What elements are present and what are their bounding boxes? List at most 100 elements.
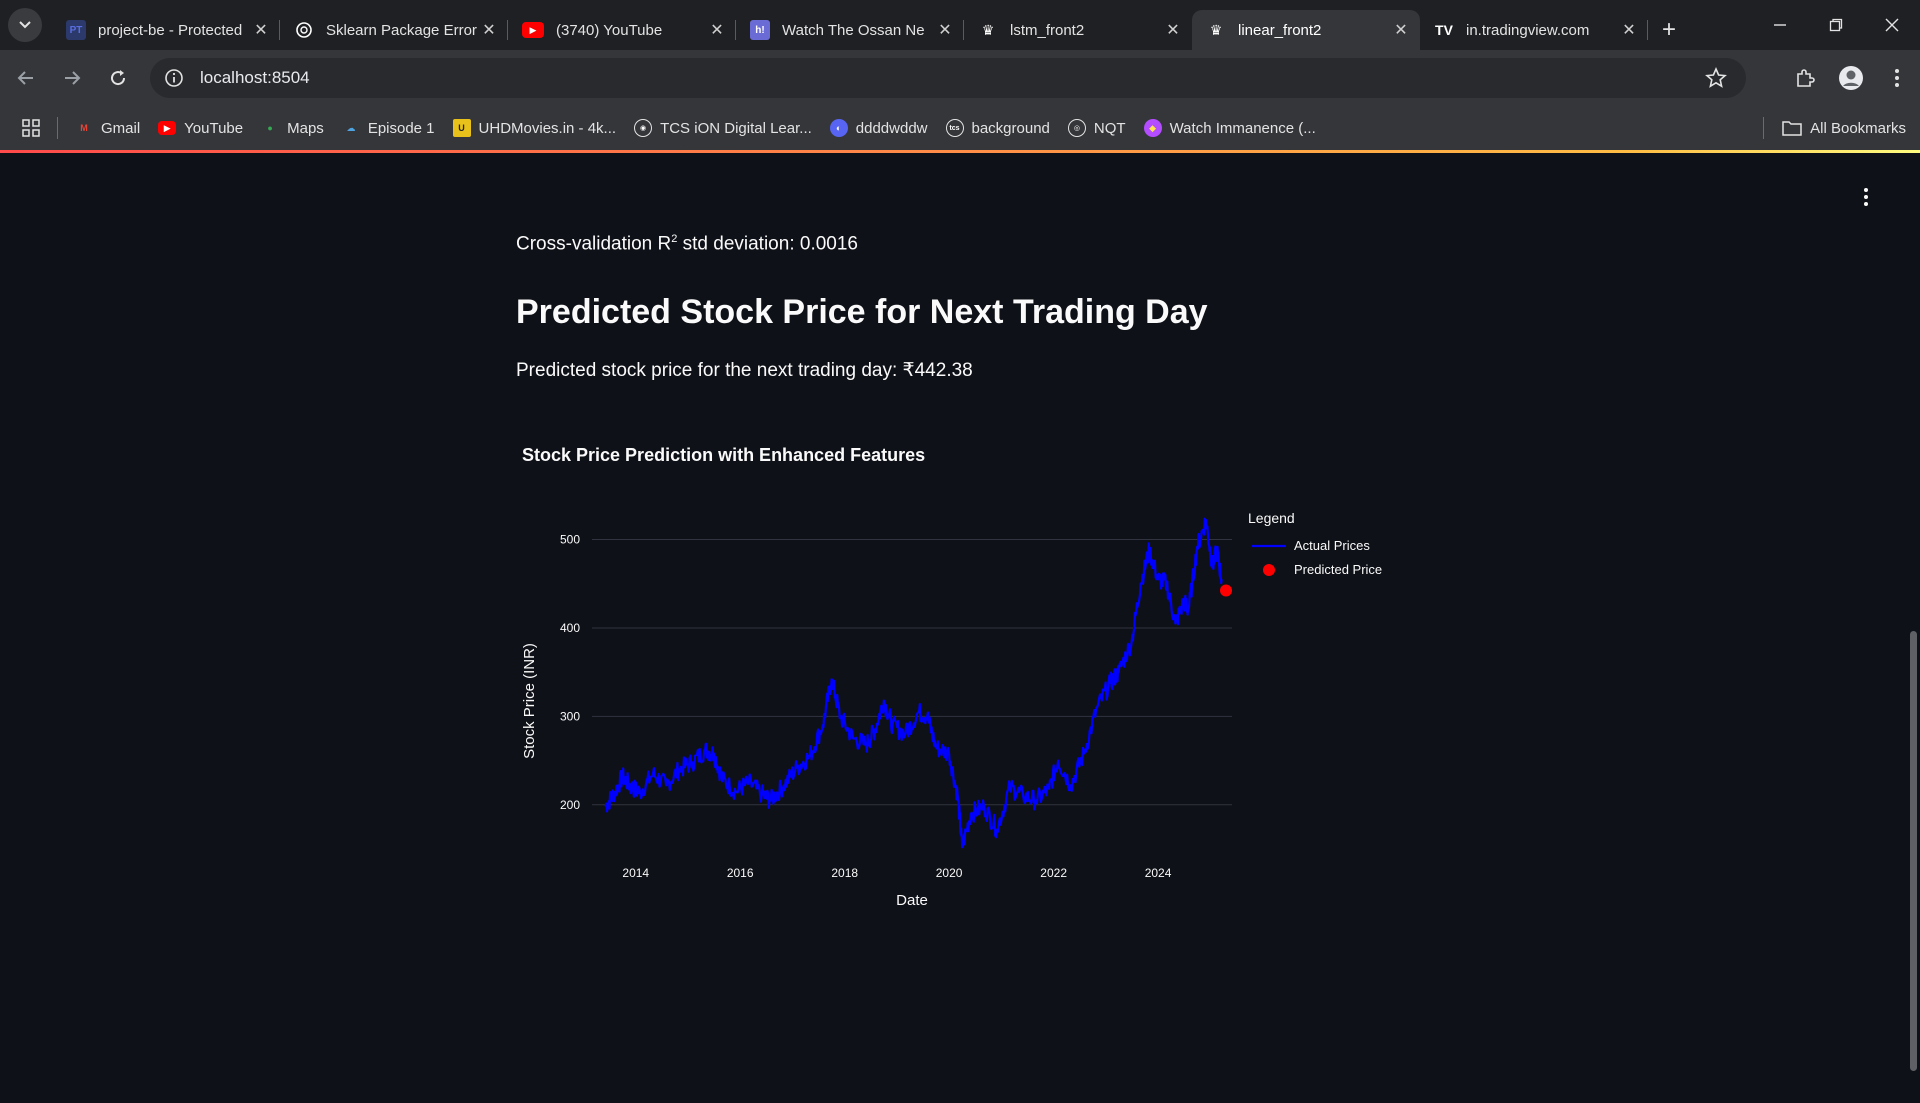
close-tab-icon[interactable]: ✕ xyxy=(482,22,496,39)
predicted-price-point[interactable] xyxy=(1219,584,1232,597)
browser-tab[interactable]: Sklearn Package Error ✕ xyxy=(280,10,508,50)
tab-separator xyxy=(963,20,964,40)
app-menu-button[interactable] xyxy=(1854,185,1878,209)
profile-button[interactable] xyxy=(1828,58,1874,98)
tcs-icon: tcs xyxy=(945,119,964,137)
actual-prices-line xyxy=(604,517,1223,849)
browser-tab[interactable]: ▶ (3740) YouTube ✕ xyxy=(508,10,736,50)
bookmark-item[interactable]: ◐ ddddwddw xyxy=(821,113,937,143)
folder-icon xyxy=(1782,121,1802,136)
close-icon xyxy=(1885,18,1899,32)
page-heading: Predicted Stock Price for Next Trading D… xyxy=(516,293,1208,331)
y-axis-label: Stock Price (INR) xyxy=(521,643,538,759)
youtube-icon: ▶ xyxy=(522,22,544,38)
close-tab-icon[interactable]: ✕ xyxy=(1166,22,1180,39)
bookmark-item[interactable]: M Gmail xyxy=(66,113,149,143)
bookmark-item[interactable]: ▶ YouTube xyxy=(149,113,252,143)
address-bar[interactable]: localhost:8504 xyxy=(150,58,1746,98)
browser-tab[interactable]: PT project-be - Protected ✕ xyxy=(52,10,280,50)
streamlit-decoration-bar xyxy=(0,150,1920,153)
tab-strip: PT project-be - Protected ✕ Sklearn Package… xyxy=(0,0,1920,50)
legend-title: Legend xyxy=(1248,510,1295,526)
tab-title: Sklearn Package Error xyxy=(326,21,477,39)
tab-separator xyxy=(279,20,280,40)
bookmark-item[interactable]: ◎ NQT xyxy=(1059,113,1135,143)
discord-icon: ◐ xyxy=(829,119,848,137)
gmail-icon: M xyxy=(80,123,88,133)
close-window-button[interactable] xyxy=(1864,0,1920,50)
immanence-icon: ◆ xyxy=(1143,119,1162,137)
scrollbar-thumb[interactable] xyxy=(1910,631,1917,1071)
x-tick-label: 2016 xyxy=(727,866,754,880)
info-icon xyxy=(165,69,183,87)
more-vert-icon xyxy=(1895,69,1899,87)
restore-icon xyxy=(1829,18,1843,32)
minimize-icon xyxy=(1774,24,1786,26)
restore-button[interactable] xyxy=(1808,0,1864,50)
maps-pin-icon: ● xyxy=(267,123,273,133)
bookmark-item[interactable]: ● Maps xyxy=(252,113,333,143)
all-bookmarks-button[interactable]: All Bookmarks xyxy=(1763,113,1906,143)
close-tab-icon[interactable]: ✕ xyxy=(1394,22,1408,39)
streamlit-icon: ♛ xyxy=(981,21,995,38)
new-tab-button[interactable]: + xyxy=(1661,16,1676,43)
tab-title: Watch The Ossan Ne xyxy=(782,21,925,39)
back-button[interactable] xyxy=(6,58,46,98)
bookmark-label: Watch Immanence (... xyxy=(1169,119,1316,137)
toolbar-right xyxy=(1782,58,1920,98)
bookmark-label: background xyxy=(971,119,1050,137)
bookmark-item[interactable]: ◆ Watch Immanence (... xyxy=(1135,113,1325,143)
youtube-icon: ▶ xyxy=(158,121,177,135)
legend-predicted-label[interactable]: Predicted Price xyxy=(1294,562,1382,577)
cv-suffix: std deviation: 0.0016 xyxy=(677,233,858,255)
browser-tab[interactable]: ♛ lstm_front2 ✕ xyxy=(964,10,1192,50)
avatar-icon xyxy=(1839,66,1863,90)
legend-actual-label[interactable]: Actual Prices xyxy=(1294,538,1370,553)
x-axis-label: Date xyxy=(896,892,928,909)
url-text[interactable]: localhost:8504 xyxy=(200,68,310,87)
bookmark-item[interactable]: tcs background xyxy=(937,113,1059,143)
bookmarks-divider xyxy=(57,117,58,139)
close-tab-icon[interactable]: ✕ xyxy=(938,22,952,39)
tab-separator xyxy=(507,20,508,40)
scrollbar[interactable] xyxy=(1906,153,1920,1080)
bookmark-item[interactable]: ◉ TCS iON Digital Lear... xyxy=(625,113,821,143)
browser-tab[interactable]: ♛ linear_front2 ✕ xyxy=(1192,10,1420,50)
minimize-button[interactable] xyxy=(1752,0,1808,50)
browser-tab[interactable]: h! Watch The Ossan Ne ✕ xyxy=(736,10,964,50)
close-tab-icon[interactable]: ✕ xyxy=(254,22,268,39)
y-tick-label: 200 xyxy=(560,798,580,812)
bookmark-item[interactable]: ☁ Episode 1 xyxy=(333,113,444,143)
close-tab-icon[interactable]: ✕ xyxy=(1622,22,1636,39)
stock-price-chart[interactable]: Stock Price Prediction with Enhanced Fea… xyxy=(516,443,1416,1103)
forward-button[interactable] xyxy=(52,58,92,98)
reload-button[interactable] xyxy=(98,58,138,98)
prediction-text: Predicted stock price for the next tradi… xyxy=(516,360,973,381)
y-tick-label: 300 xyxy=(560,709,580,723)
x-tick-label: 2018 xyxy=(831,866,858,880)
bookmark-label: NQT xyxy=(1093,119,1126,137)
tab-separator xyxy=(735,20,736,40)
bookmark-item[interactable]: U UHDMovies.in - 4k... xyxy=(444,113,626,143)
tab-title: linear_front2 xyxy=(1238,21,1322,39)
all-bookmarks-label: All Bookmarks xyxy=(1810,119,1906,137)
tradingview-icon: TV xyxy=(1435,22,1453,38)
y-tick-label: 500 xyxy=(560,533,580,547)
tab-title: (3740) YouTube xyxy=(556,21,663,39)
browser-menu-button[interactable] xyxy=(1874,58,1920,98)
site-info-button[interactable] xyxy=(156,60,192,96)
apps-grid-icon xyxy=(22,119,40,137)
tab-title: project-be - Protected xyxy=(98,21,243,39)
cv-superscript: 2 xyxy=(671,233,678,245)
browser-tab[interactable]: TV in.tradingview.com ✕ xyxy=(1420,10,1648,50)
bookmark-label: Episode 1 xyxy=(367,119,435,137)
bookmark-star-icon[interactable] xyxy=(1704,66,1728,90)
tab-search-button[interactable] xyxy=(8,8,42,42)
divider xyxy=(1763,117,1765,139)
uhd-icon: U xyxy=(452,119,471,137)
close-tab-icon[interactable]: ✕ xyxy=(710,22,724,39)
tcs-ion-icon: ◉ xyxy=(634,119,653,137)
extensions-button[interactable] xyxy=(1782,58,1828,98)
apps-button[interactable] xyxy=(0,113,49,143)
arrow-left-icon xyxy=(17,71,33,85)
